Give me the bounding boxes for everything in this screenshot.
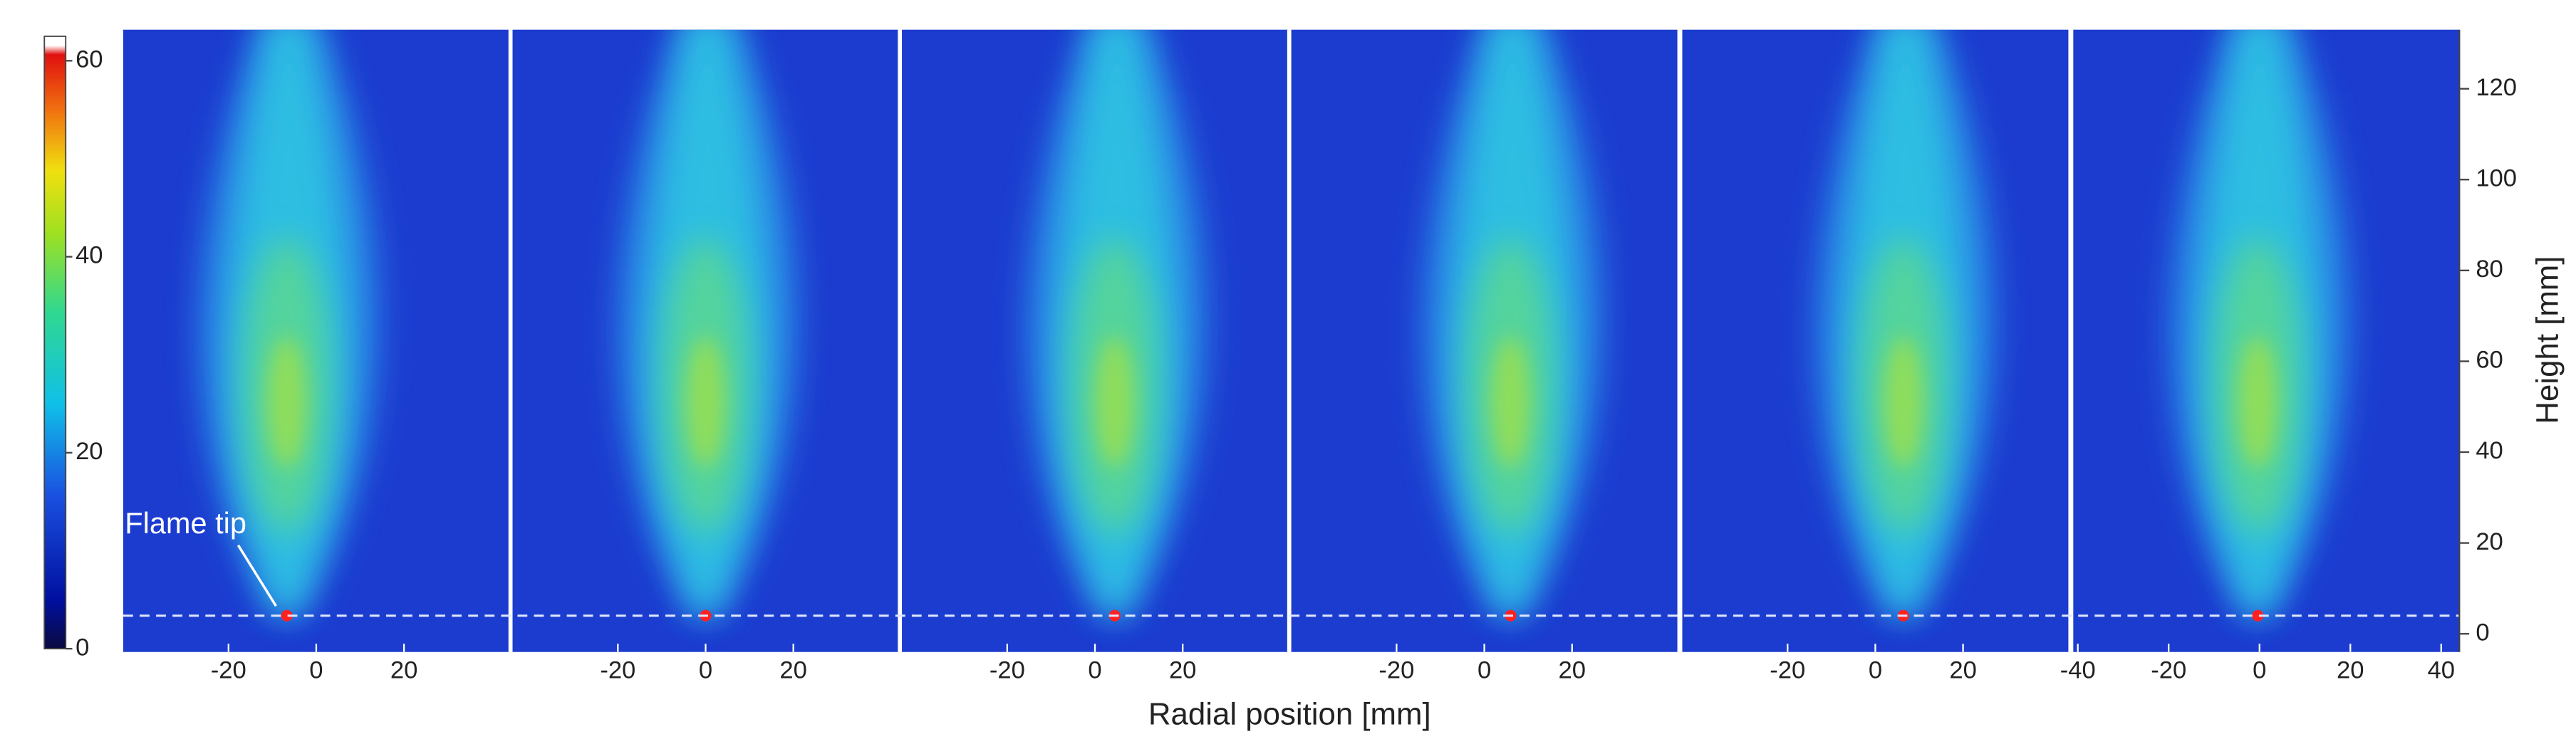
flame bbox=[1422, 29, 1603, 616]
flame-image bbox=[1291, 29, 1678, 652]
x-tick-label: 20 bbox=[1169, 657, 1196, 684]
x-tick-label: 20 bbox=[779, 657, 806, 684]
x-axis-label: Radial position [mm] bbox=[1148, 696, 1431, 731]
x-tick-label: 0 bbox=[309, 657, 323, 684]
y-tick-label: 40 bbox=[2476, 437, 2503, 464]
y-tick-label: 20 bbox=[2476, 528, 2503, 555]
plume-hot bbox=[266, 336, 307, 468]
y-axis-label: Height [mm] bbox=[2530, 256, 2565, 424]
x-tick-label: 20 bbox=[1949, 657, 1976, 684]
x-tick-label: -20 bbox=[600, 657, 635, 684]
x-tick-label: -40 bbox=[2060, 657, 2096, 684]
plume-hot bbox=[1490, 336, 1531, 468]
x-tick-label: 0 bbox=[1088, 657, 1101, 684]
colorbar-tick-label: 60 bbox=[76, 46, 103, 73]
colorbar bbox=[43, 36, 67, 650]
colorbar-tick-label: 20 bbox=[76, 438, 103, 465]
x-tick-label: 20 bbox=[1559, 657, 1586, 684]
flame-image bbox=[902, 29, 1288, 652]
flame bbox=[2169, 29, 2350, 616]
colorbar-tick-label: 0 bbox=[76, 634, 89, 661]
flame bbox=[617, 29, 798, 616]
flame-image bbox=[512, 29, 899, 652]
flame-tip bbox=[2252, 609, 2264, 622]
flame-image bbox=[123, 29, 509, 652]
y-tick-label: 100 bbox=[2476, 164, 2517, 192]
annotation-arrow bbox=[237, 544, 277, 607]
x-tick-label: -20 bbox=[2151, 657, 2186, 684]
flame bbox=[198, 29, 379, 616]
y-tick-label: 0 bbox=[2476, 619, 2489, 646]
x-tick-label: -20 bbox=[211, 657, 246, 684]
x-tick-label: 0 bbox=[2253, 657, 2266, 684]
plume-hot bbox=[1095, 336, 1135, 468]
y-tick-label: 60 bbox=[2476, 347, 2503, 374]
x-tick-label: 40 bbox=[2428, 657, 2455, 684]
x-tick-label: -20 bbox=[1770, 657, 1805, 684]
plume-hot bbox=[1884, 336, 1923, 468]
x-tick-label: 20 bbox=[390, 657, 417, 684]
colorbar-tick-label: 40 bbox=[76, 242, 103, 269]
flame-image bbox=[2073, 29, 2460, 652]
flame-tip bbox=[281, 609, 293, 622]
annotation: Flame tip bbox=[125, 506, 246, 540]
x-tick-label: 0 bbox=[699, 657, 712, 684]
flame bbox=[1814, 29, 1996, 616]
flame-image bbox=[1682, 29, 2069, 652]
x-tick-label: -20 bbox=[990, 657, 1025, 684]
x-tick-label: 0 bbox=[1869, 657, 1882, 684]
plume-hot bbox=[2238, 336, 2278, 468]
x-tick-label: 20 bbox=[2337, 657, 2364, 684]
y-tick-label: 120 bbox=[2476, 74, 2517, 101]
plume-hot bbox=[685, 336, 726, 468]
flame bbox=[1026, 29, 1208, 616]
x-tick-label: 0 bbox=[1477, 657, 1491, 684]
y-tick-label: 80 bbox=[2476, 256, 2503, 283]
x-tick-label: -20 bbox=[1378, 657, 1414, 684]
